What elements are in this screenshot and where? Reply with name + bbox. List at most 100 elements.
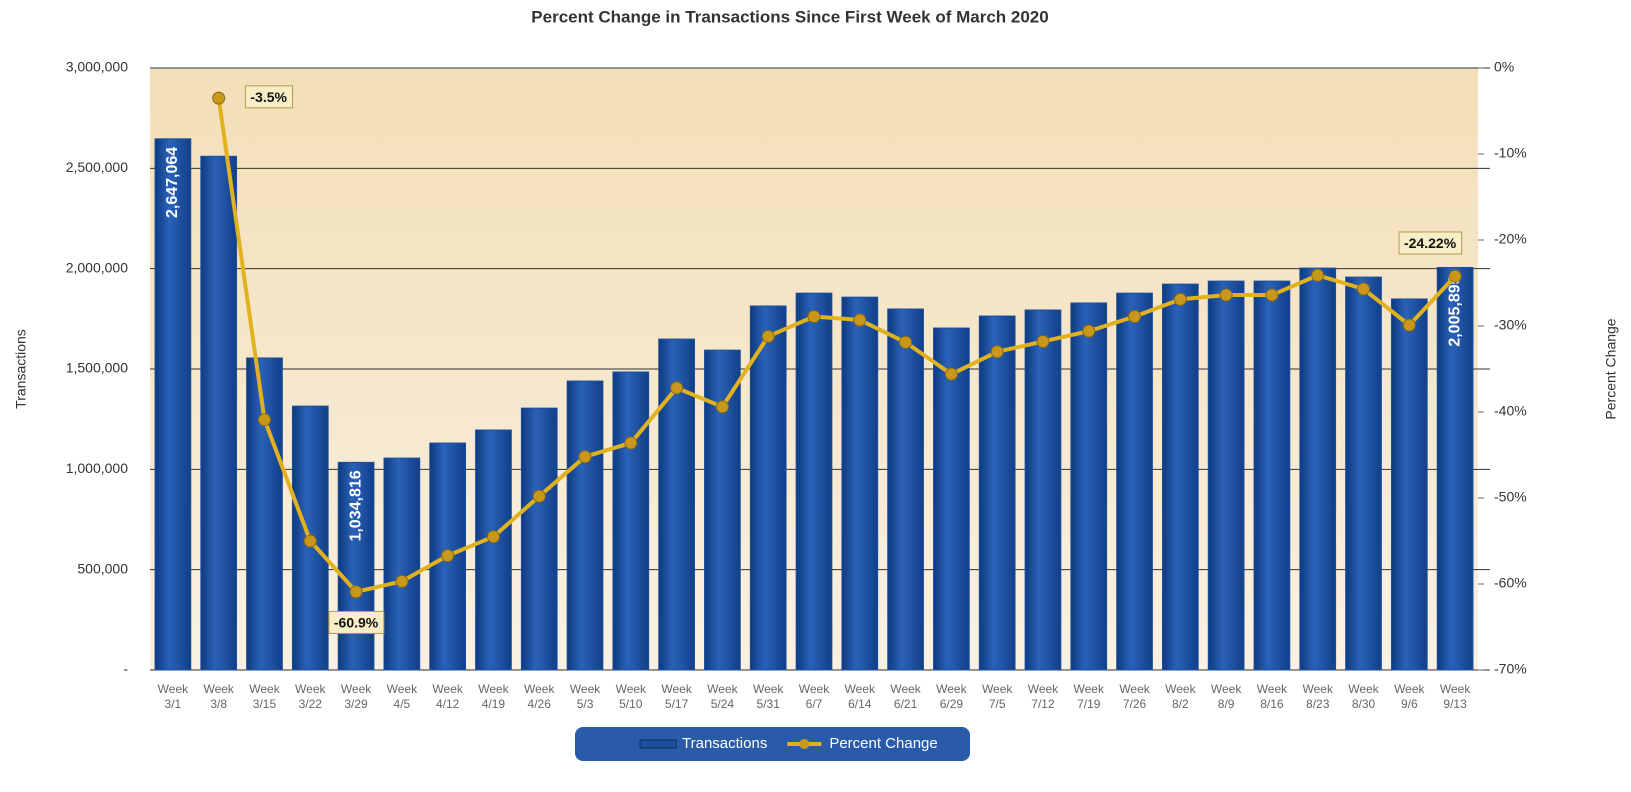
line-value-label: -3.5% [250, 89, 287, 105]
bar [933, 327, 970, 671]
line [216, 97, 1457, 594]
x-tick-label: Week 4/5 [386, 682, 418, 711]
y2-tick-label: -50% [1494, 489, 1527, 505]
bar-value-label: 1,034,816 [347, 470, 364, 541]
x-tick-label: Week 5/17 [661, 682, 692, 711]
line-marker [1448, 269, 1462, 283]
value-label-box [328, 610, 385, 634]
bar [1253, 280, 1291, 671]
bar [383, 457, 421, 671]
x-tick-label: Week 3/29 [340, 682, 372, 711]
bar [1390, 298, 1428, 671]
line-marker [1265, 288, 1279, 302]
line-marker [1357, 282, 1371, 296]
y-tick-label: 1,500,000 [66, 360, 128, 376]
y2-tick-label: -70% [1494, 661, 1527, 677]
line-marker [1311, 268, 1325, 282]
bar [841, 296, 879, 671]
x-tick-label: Week 3/1 [157, 682, 189, 711]
bar [1436, 266, 1474, 671]
x-tick-label: Week 8/16 [1256, 682, 1288, 711]
bar [154, 138, 192, 671]
x-tick-label: Week 6/21 [890, 682, 921, 711]
line-value-label: -24.22% [1404, 235, 1457, 251]
y2-tick-label: -10% [1494, 145, 1527, 161]
x-tick-label: Week 5/10 [615, 682, 647, 711]
bar [1024, 309, 1062, 671]
bar [887, 308, 924, 671]
x-tick-label: Week 3/8 [203, 682, 234, 711]
line-marker [441, 549, 455, 563]
x-tick-label: Week 5/31 [752, 682, 784, 711]
chart-title: Percent Change in Transactions Since Fir… [531, 7, 1048, 26]
y-tick-label: 3,000,000 [66, 59, 128, 75]
x-tick-label: Week 9/6 [1394, 682, 1425, 711]
x-tick-label: Week 4/19 [478, 682, 509, 711]
y2-tick-label: -40% [1494, 403, 1527, 419]
x-tick-label: Week 7/5 [981, 682, 1013, 711]
bar [1161, 283, 1199, 671]
y2-tick-label: -30% [1494, 317, 1527, 333]
line-marker [853, 313, 867, 327]
x-tick-label: Week 8/23 [1302, 682, 1333, 711]
line-marker [670, 381, 684, 395]
x-tick-label: Week 4/26 [524, 682, 555, 711]
x-tick-label: Week 6/29 [936, 682, 967, 711]
line-marker [349, 585, 363, 599]
line-marker [1402, 318, 1416, 332]
bar [1116, 292, 1153, 671]
y-tick-label: 500,000 [77, 560, 128, 576]
bar [429, 442, 467, 671]
line-marker [944, 367, 958, 381]
x-tick-label: Week 3/15 [249, 682, 280, 711]
y2-tick-label: -60% [1494, 575, 1527, 591]
y-tick-label: - [123, 661, 128, 677]
x-tick-label: Week 9/13 [1439, 682, 1471, 711]
bar [520, 407, 558, 671]
bar [566, 380, 604, 671]
line-marker [624, 436, 638, 450]
line-marker [1082, 324, 1096, 338]
line-marker [212, 91, 226, 105]
bar [337, 461, 375, 671]
x-tick-label: Week 8/9 [1210, 682, 1242, 711]
line-marker [715, 400, 729, 414]
line-marker [1036, 334, 1050, 348]
line-marker [990, 345, 1004, 359]
legend-marker [799, 739, 810, 749]
x-tick-label: Week 3/22 [295, 682, 326, 711]
x-tick-label: Week 8/2 [1165, 682, 1196, 711]
x-tick-label: Week 5/3 [569, 682, 601, 711]
legend-box [575, 727, 970, 761]
line-marker [303, 534, 317, 548]
x-tick-label: Week 6/7 [798, 682, 830, 711]
y-tick-label: 1,000,000 [66, 460, 128, 476]
bar [1299, 267, 1337, 671]
line-marker [1173, 292, 1187, 306]
value-label-box [244, 85, 294, 109]
y2-tick-label: -20% [1494, 231, 1527, 247]
line-value-label-group: -24.22% [1398, 231, 1463, 255]
bar [1345, 276, 1382, 671]
bar [704, 349, 741, 671]
bar-value-label: 2,647,064 [164, 147, 181, 218]
line-marker [486, 530, 500, 544]
line-value-label-group: -60.9% [328, 610, 385, 634]
x-tick-label: Week 5/24 [707, 682, 738, 711]
x-tick-label: Week 7/26 [1119, 682, 1150, 711]
bar [795, 292, 833, 671]
x-tick-label: Week 8/30 [1348, 682, 1379, 711]
line-marker [761, 329, 775, 343]
bar [475, 429, 512, 671]
legend-label: Percent Change [829, 735, 937, 752]
line-marker [1128, 310, 1142, 324]
y-tick-label: 2,000,000 [66, 259, 128, 275]
line-marker [257, 413, 271, 427]
bar [749, 305, 787, 671]
bar [1207, 280, 1245, 671]
value-label-box [1398, 231, 1463, 255]
bar [978, 315, 1016, 671]
bar [200, 155, 238, 671]
